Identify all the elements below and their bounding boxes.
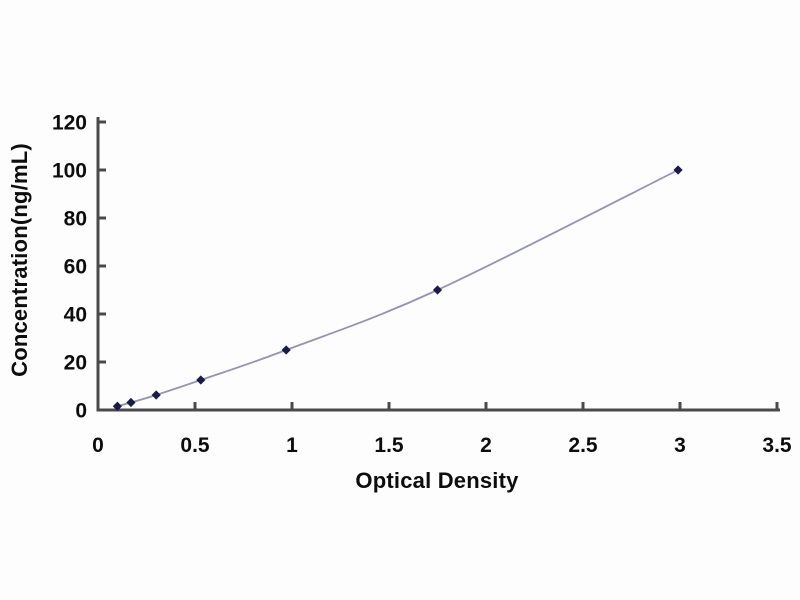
x-tick-label: 2 xyxy=(480,434,492,457)
data-point-marker xyxy=(673,165,683,175)
data-point-marker xyxy=(151,390,161,400)
x-tick-label: 2.5 xyxy=(568,434,598,457)
x-tick-label: 1 xyxy=(286,434,298,457)
y-tick-label: 120 xyxy=(52,112,87,135)
x-tick-label: 1.5 xyxy=(374,434,404,457)
x-tick-label: 3.5 xyxy=(762,434,792,457)
y-tick-label: 20 xyxy=(64,352,87,375)
y-tick-label: 60 xyxy=(64,256,87,279)
x-axis-title: Optical Density xyxy=(355,468,519,493)
y-tick-label: 40 xyxy=(64,304,87,327)
data-point-marker xyxy=(432,285,443,295)
x-tick-label: 0 xyxy=(92,434,104,457)
data-point-marker xyxy=(196,375,206,385)
data-point-marker xyxy=(126,397,136,408)
x-tick-label: 3 xyxy=(674,434,686,457)
y-tick-label: 0 xyxy=(75,400,87,423)
x-tick-label: 0.5 xyxy=(180,434,210,457)
data-point-marker xyxy=(281,345,291,355)
y-tick-label: 80 xyxy=(64,208,87,231)
y-tick-label: 100 xyxy=(52,160,87,183)
y-axis-title: Concentration(ng/mL) xyxy=(7,143,32,377)
data-point-marker xyxy=(112,401,122,411)
curve-line xyxy=(117,169,679,408)
